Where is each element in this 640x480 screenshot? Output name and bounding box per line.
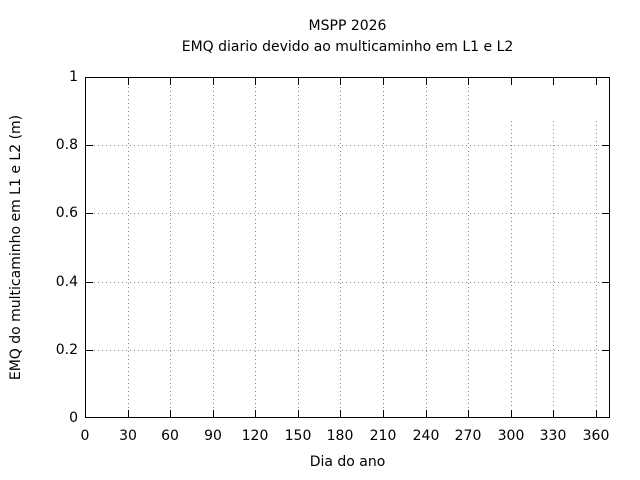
gridline-horizontal [94, 145, 601, 146]
gridline-horizontal [94, 350, 601, 351]
tick-mark-x-top [426, 78, 427, 85]
x-tick-label: 300 [497, 428, 525, 444]
tick-mark-x-top [170, 78, 171, 85]
tick-mark-x-bottom [255, 410, 256, 417]
chart-subtitle: EMQ diario devido ao multicaminho em L1 … [181, 39, 514, 55]
gridline-vertical [298, 83, 299, 409]
x-tick-label: 210 [369, 428, 397, 444]
tick-mark-x-top [468, 78, 469, 85]
tick-mark-y-left [86, 213, 93, 214]
gridline-vertical [553, 121, 554, 409]
tick-mark-x-top [553, 78, 554, 85]
gridline-horizontal [94, 282, 601, 283]
tick-mark-x-bottom [213, 410, 214, 417]
tick-mark-x-bottom [426, 410, 427, 417]
tick-mark-x-top [213, 78, 214, 85]
tick-mark-x-bottom [383, 410, 384, 417]
tick-mark-x-top [511, 78, 512, 85]
x-tick-label: 180 [326, 428, 354, 444]
x-tick-label: 270 [454, 428, 482, 444]
x-tick-label: 150 [284, 428, 312, 444]
gridline-vertical [468, 83, 469, 409]
gridline-vertical [213, 83, 214, 409]
gridline-vertical [596, 121, 597, 409]
gridline-horizontal [94, 213, 601, 214]
tick-mark-y-left [86, 282, 93, 283]
tick-mark-x-top [255, 78, 256, 85]
tick-mark-x-top [383, 78, 384, 85]
gridline-vertical [170, 83, 171, 409]
tick-mark-y-right [602, 213, 609, 214]
x-tick-label: 240 [412, 428, 440, 444]
x-tick-label: 90 [204, 428, 222, 444]
x-axis-label: Dia do ano [309, 454, 386, 470]
chart-title-block: MSPP 2026 EMQ diario devido ao multicami… [85, 16, 610, 58]
plot-area [85, 77, 610, 418]
tick-mark-x-bottom [596, 410, 597, 417]
gridline-vertical [511, 121, 512, 409]
x-tick-label: 0 [80, 428, 90, 444]
tick-mark-x-bottom [553, 410, 554, 417]
gridline-vertical [340, 83, 341, 409]
tick-mark-x-top [340, 78, 341, 85]
y-axis-label: EMQ do multicaminho em L1 e L2 (m) [8, 114, 24, 381]
tick-mark-x-bottom [468, 410, 469, 417]
x-tick-label: 120 [241, 428, 269, 444]
tick-mark-x-bottom [170, 410, 171, 417]
x-tick-label: 30 [119, 428, 137, 444]
y-tick-label: 0 [69, 410, 78, 426]
y-tick-label: 1 [69, 69, 78, 85]
tick-mark-y-left [86, 350, 93, 351]
tick-mark-x-bottom [340, 410, 341, 417]
tick-mark-x-bottom [298, 410, 299, 417]
tick-mark-x-top [298, 78, 299, 85]
y-tick-label: 0.2 [55, 342, 78, 358]
x-tick-label: 330 [539, 428, 567, 444]
tick-mark-x-top [596, 78, 597, 85]
gridline-vertical [255, 83, 256, 409]
tick-mark-y-right [602, 282, 609, 283]
tick-mark-x-top [128, 78, 129, 85]
y-tick-label: 0.4 [55, 274, 78, 290]
chart-title: MSPP 2026 [308, 18, 387, 34]
tick-mark-y-right [602, 145, 609, 146]
y-tick-label: 0.8 [55, 137, 78, 153]
gridline-vertical [383, 83, 384, 409]
tick-mark-x-bottom [128, 410, 129, 417]
gridline-vertical [426, 83, 427, 409]
tick-mark-y-right [602, 350, 609, 351]
tick-mark-y-left [86, 145, 93, 146]
gridline-vertical [128, 83, 129, 409]
y-tick-label: 0.6 [55, 205, 78, 221]
x-tick-label: 360 [582, 428, 610, 444]
tick-mark-x-bottom [511, 410, 512, 417]
x-tick-label: 60 [161, 428, 179, 444]
